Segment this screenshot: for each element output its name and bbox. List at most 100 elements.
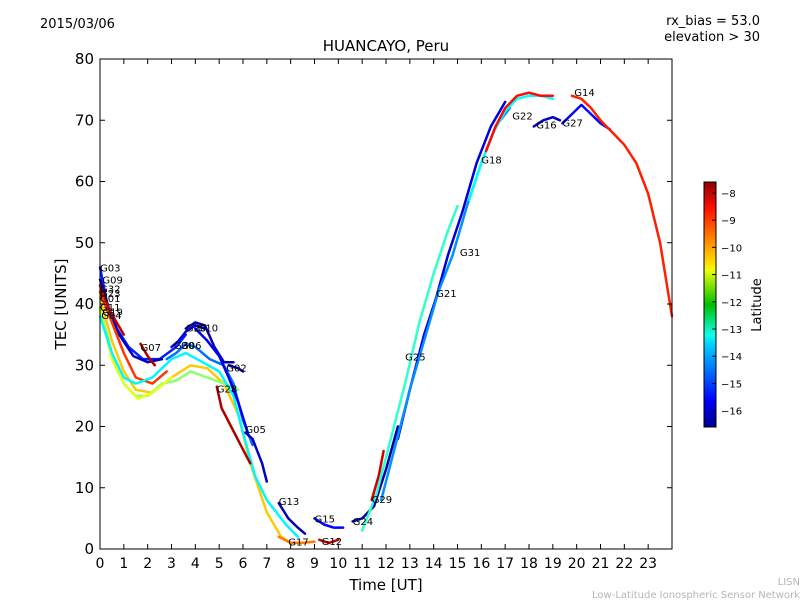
satellite-label-G01: G01 bbox=[100, 294, 120, 305]
y-tick-label: 20 bbox=[75, 418, 94, 436]
satellite-label-G15: G15 bbox=[315, 514, 335, 525]
x-tick-label: 10 bbox=[329, 556, 347, 572]
satellite-label-G23: G23 bbox=[100, 289, 120, 300]
satellite-label-G17: G17 bbox=[288, 538, 308, 549]
colorbar-tick-label: −8 bbox=[721, 189, 736, 200]
satellite-label-G03: G03 bbox=[100, 263, 120, 274]
colorbar-label: Latitude bbox=[750, 278, 765, 332]
series-G27 bbox=[561, 103, 612, 131]
satellite-label-G05: G05 bbox=[245, 425, 265, 436]
satellite-label-G20: G20 bbox=[186, 323, 206, 334]
series-G05 bbox=[244, 431, 269, 483]
satellite-label-G31: G31 bbox=[460, 248, 480, 259]
series-G17 bbox=[277, 535, 316, 545]
satellite-label-G13: G13 bbox=[279, 497, 299, 508]
footer-long: Low-Latitude Ionospheric Sensor Network bbox=[592, 590, 800, 601]
satellite-label-G27: G27 bbox=[562, 119, 582, 130]
colorbar-tick-label: −13 bbox=[721, 325, 742, 336]
colorbar-tick-label: −10 bbox=[721, 243, 742, 254]
colorbar-ticks: −8 −9 −10 −11 −12 −13 −14 −15 −16 bbox=[712, 189, 742, 418]
satellite-label-G12: G12 bbox=[322, 537, 342, 548]
y-tick-label: 30 bbox=[75, 356, 94, 374]
colorbar-tick-label: −12 bbox=[721, 298, 742, 309]
y-tick-label: 50 bbox=[75, 234, 94, 252]
satellite-label-G19: G19 bbox=[102, 307, 122, 318]
x-tick-label: 17 bbox=[496, 556, 514, 572]
satellite-label-G10: G10 bbox=[198, 323, 218, 334]
series-G20 bbox=[184, 321, 235, 364]
x-tick-label: 12 bbox=[377, 556, 395, 572]
series-G06 bbox=[165, 342, 254, 447]
x-tick-label: 11 bbox=[353, 556, 371, 572]
series-G30 bbox=[170, 324, 207, 349]
satellite-label-G06: G06 bbox=[181, 341, 201, 352]
satellite-label-G25: G25 bbox=[405, 353, 425, 364]
satellite-label-G14: G14 bbox=[574, 88, 594, 99]
satellite-label-G21: G21 bbox=[436, 289, 456, 300]
rx-bias-label: rx_bias = 53.0 bbox=[666, 14, 760, 29]
satellite-label-G30: G30 bbox=[174, 341, 194, 352]
colorbar-tick-label: −14 bbox=[721, 352, 742, 363]
series-G04 bbox=[98, 315, 300, 539]
satellite-label-G18: G18 bbox=[481, 155, 501, 166]
footer-credit: LISN Low-Latitude Ionospheric Sensor Net… bbox=[592, 576, 800, 602]
x-tick-label: 21 bbox=[592, 556, 610, 572]
satellite-label-G07: G07 bbox=[141, 343, 161, 354]
series-G28 bbox=[215, 385, 252, 465]
series-G16 bbox=[532, 115, 562, 128]
x-tick-label: 6 bbox=[239, 556, 248, 572]
colorbar-tick-label: −16 bbox=[721, 407, 742, 418]
satellite-label-G16: G16 bbox=[536, 121, 556, 132]
series-G29 bbox=[370, 449, 385, 502]
colorbar-tick-label: −9 bbox=[721, 216, 736, 227]
series-G07 bbox=[139, 342, 157, 367]
x-tick-label: 1 bbox=[119, 556, 128, 572]
colorbar-gradient bbox=[703, 181, 717, 428]
y-axis-label: TEC [UNITS] bbox=[52, 259, 70, 351]
series-layer bbox=[98, 91, 674, 545]
satellite-label-G02: G02 bbox=[226, 364, 246, 375]
x-tick-label: 2 bbox=[143, 556, 152, 572]
y-tick-label: 70 bbox=[75, 111, 94, 129]
x-tick-label: 22 bbox=[615, 556, 633, 572]
x-tick-label: 19 bbox=[544, 556, 562, 572]
colorbar: −8 −9 −10 −11 −12 −13 −14 −15 −16 Latitude bbox=[703, 181, 765, 428]
x-tick-label: 20 bbox=[568, 556, 586, 572]
y-tick-label: 0 bbox=[84, 540, 94, 558]
x-tick-label: 3 bbox=[167, 556, 176, 572]
x-tick-label: 23 bbox=[639, 556, 657, 572]
x-tick-label: 7 bbox=[262, 556, 271, 572]
x-tick-label: 18 bbox=[520, 556, 538, 572]
x-tick-label: 0 bbox=[96, 556, 105, 572]
series-G25 bbox=[360, 204, 459, 532]
satellite-label-G24: G24 bbox=[353, 517, 373, 528]
satellite-label-G32: G32 bbox=[100, 285, 120, 296]
date-label: 2015/03/06 bbox=[40, 17, 115, 32]
x-tick-label: 5 bbox=[215, 556, 224, 572]
x-tick-label: 14 bbox=[425, 556, 443, 572]
series-G12 bbox=[318, 538, 340, 545]
footer-short: LISN bbox=[777, 577, 800, 588]
y-tick-label: 60 bbox=[75, 173, 94, 191]
x-tick-label: 8 bbox=[286, 556, 295, 572]
x-tick-label: 4 bbox=[191, 556, 200, 572]
satellite-label-G22: G22 bbox=[512, 111, 532, 122]
series-G21 bbox=[396, 100, 507, 441]
series-G13 bbox=[277, 501, 307, 535]
series-G15 bbox=[313, 517, 345, 529]
chart-metadata: rx_bias = 53.0 elevation > 30 bbox=[664, 14, 760, 46]
plot-frame bbox=[99, 58, 673, 550]
series-G31 bbox=[379, 106, 512, 502]
x-tick-label: 16 bbox=[472, 556, 490, 572]
elevation-label: elevation > 30 bbox=[664, 30, 760, 45]
y-tick-label: 10 bbox=[75, 479, 94, 497]
chart-title: HUANCAYO, Peru bbox=[322, 37, 450, 55]
colorbar-tick-label: −15 bbox=[721, 379, 742, 390]
series-G01 bbox=[98, 296, 304, 545]
series-G10 bbox=[194, 327, 250, 434]
y-tick-label: 80 bbox=[75, 50, 94, 68]
series-G02 bbox=[227, 364, 245, 373]
colorbar-tick-label: −11 bbox=[721, 271, 742, 282]
